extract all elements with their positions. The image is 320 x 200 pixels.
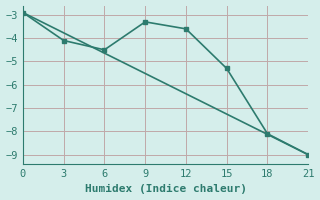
X-axis label: Humidex (Indice chaleur): Humidex (Indice chaleur) bbox=[84, 184, 246, 194]
